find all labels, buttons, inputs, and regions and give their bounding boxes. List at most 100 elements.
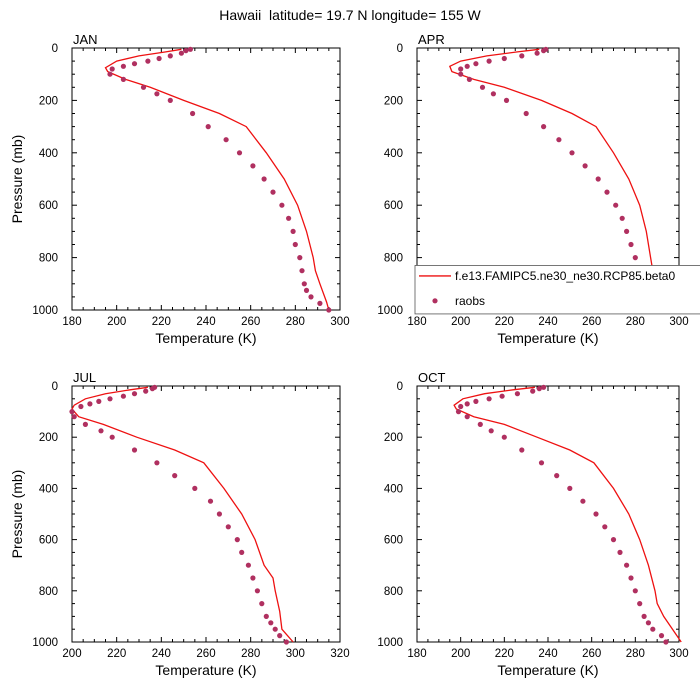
raobs-point [131,447,138,453]
raobs-point [279,202,285,208]
y-tick-label: 400 [39,483,58,495]
y-tick-label: 800 [384,253,403,265]
x-axis-label: Temperature (K) [497,662,598,678]
raobs-point [299,268,305,274]
raobs-point [473,398,479,404]
y-tick-label: 0 [52,381,58,393]
y-tick-label: 800 [384,586,403,598]
raobs-point [301,281,307,287]
raobs-point [149,386,155,392]
panel-title: OCT [418,370,446,385]
raobs-point [283,639,289,645]
raobs-point [541,124,547,130]
x-tick-label: 280 [286,316,305,328]
raobs-point [503,97,510,103]
raobs-point [530,388,536,394]
raobs-point [519,53,525,59]
raobs-point [120,76,126,82]
raobs-point [501,55,507,62]
raobs-point [223,137,229,143]
raobs-point [617,549,623,556]
raobs-point [658,633,665,639]
raobs-point [236,150,243,156]
x-tick-label: 320 [330,648,349,660]
x-tick-label: 240 [538,648,557,660]
raobs-point [120,393,126,399]
raobs-point [538,460,545,466]
raobs-point [523,110,529,117]
x-tick-label: 280 [626,316,645,328]
raobs-point [488,428,494,434]
panel-title: APR [418,32,445,47]
raobs-point [292,241,298,248]
raobs-point [120,63,126,69]
raobs-point [205,124,211,130]
panel-title: JUL [73,370,96,385]
raobs-point [569,150,575,156]
raobs-point [308,294,314,300]
y-tick-label: 200 [39,95,58,107]
x-tick-label: 300 [669,648,688,660]
x-tick-label: 240 [196,316,215,328]
raobs-point [458,71,464,77]
raobs-point [490,91,496,97]
raobs-point [207,498,214,504]
raobs-point [268,620,274,626]
raobs-point [455,409,462,415]
raobs-point [473,61,479,67]
y-tick-label: 1000 [32,305,58,317]
raobs-point [259,601,265,607]
y-tick-label: 0 [52,43,58,55]
y-tick-label: 400 [384,483,403,495]
raobs-point [326,307,332,313]
raobs-point [190,110,196,117]
raobs-point [477,421,483,427]
raobs-point [499,393,505,399]
x-tick-label: 220 [495,648,514,660]
x-tick-label: 260 [241,316,260,328]
y-axis-label: Pressure (mb) [9,470,25,559]
x-tick-label: 200 [62,648,81,660]
raobs-point [192,485,198,491]
raobs-point [250,575,256,581]
y-axis-label: Pressure (mb) [9,135,25,224]
x-tick-label: 200 [451,648,470,660]
y-tick-label: 200 [39,432,58,444]
raobs-point [270,189,276,195]
x-tick-label: 280 [626,648,645,660]
raobs-point [556,137,562,143]
raobs-point [519,447,525,453]
raobs-point [650,626,656,632]
y-tick-label: 400 [39,148,58,160]
raobs-point [172,473,178,479]
raobs-point [580,498,586,504]
raobs-point [96,398,102,404]
raobs-point [297,255,303,261]
y-tick-label: 400 [384,148,403,160]
raobs-point [632,588,638,594]
raobs-point [131,61,138,67]
raobs-point [610,537,617,543]
raobs-point [464,63,470,69]
raobs-point [187,46,193,52]
x-tick-label: 240 [538,316,557,328]
panel-jul: 200 220 240 260 280 300 320 0 200 400 600 800 1000 Te… [9,370,350,678]
raobs-point [593,511,599,517]
raobs-point [143,388,149,394]
y-tick-label: 200 [384,432,403,444]
model-profile-line [104,48,330,311]
raobs-point [107,71,113,77]
x-tick-label: 240 [152,648,171,660]
raobs-point [78,403,84,410]
raobs-point [272,626,278,632]
raobs-point [628,241,634,248]
legend-obs-swatch [432,298,438,304]
plot-frame [71,385,341,643]
raobs-point [286,215,292,221]
raobs-point [458,403,464,410]
raobs-point [69,409,75,415]
raobs-point [663,639,669,645]
y-tick-label: 1000 [377,637,403,649]
